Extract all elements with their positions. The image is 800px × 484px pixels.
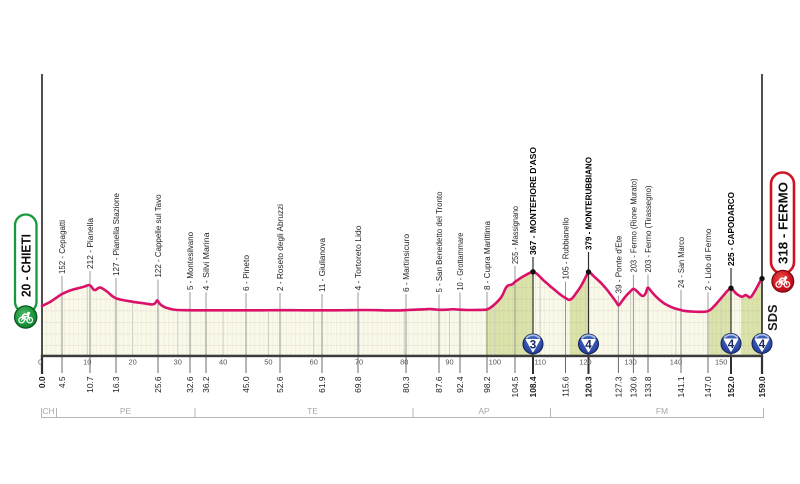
svg-text:52.6: 52.6 [275,376,285,393]
svg-text:4 - Tortoreto Lido: 4 - Tortoreto Lido [353,225,363,290]
svg-text:24 - San Marco: 24 - San Marco [676,237,686,288]
svg-text:50: 50 [264,358,272,367]
svg-text:120: 120 [579,358,591,367]
svg-text:CH: CH [42,406,54,416]
svg-text:152.0: 152.0 [726,376,736,397]
svg-text:203 - Fermo (Rione Murato): 203 - Fermo (Rione Murato) [628,178,638,272]
svg-text:25.6: 25.6 [153,376,163,393]
svg-text:SDS: SDS [765,304,780,331]
svg-text:0: 0 [38,358,42,367]
svg-text:AP: AP [478,406,490,416]
svg-text:379 - MONTERUBBIANO: 379 - MONTERUBBIANO [584,157,594,250]
svg-text:108.4: 108.4 [528,376,538,397]
svg-text:3: 3 [530,339,537,352]
svg-text:255 - Massignano: 255 - Massignano [510,206,520,264]
svg-text:130: 130 [624,358,636,367]
svg-text:PE: PE [120,406,132,416]
svg-text:5 - San Benedetto del Tronto: 5 - San Benedetto del Tronto [434,191,444,292]
svg-text:4: 4 [759,338,766,351]
svg-text:120.3: 120.3 [584,376,594,397]
svg-text:105 - Rubbianello: 105 - Rubbianello [561,217,571,279]
svg-text:FM: FM [656,406,668,416]
svg-text:5 - Montesilvano: 5 - Montesilvano [185,232,195,290]
svg-text:98.2: 98.2 [482,376,492,393]
svg-text:20 - CHIETI: 20 - CHIETI [18,234,33,297]
svg-text:60: 60 [310,358,318,367]
svg-text:6 - Martinsicuro: 6 - Martinsicuro [401,234,411,292]
svg-text:141.1: 141.1 [676,376,686,397]
svg-text:11 - Giulianova: 11 - Giulianova [317,238,327,292]
svg-text:32.6: 32.6 [185,376,195,393]
svg-text:80: 80 [400,358,408,367]
svg-text:225 - CAPODARCO: 225 - CAPODARCO [726,192,736,266]
svg-text:36.2: 36.2 [201,376,211,393]
svg-text:TE: TE [307,406,318,416]
svg-text:16.3: 16.3 [111,376,121,393]
svg-text:4 - Silvi Marina: 4 - Silvi Marina [201,232,211,290]
svg-text:212 - Pianella: 212 - Pianella [85,218,95,269]
svg-text:133.8: 133.8 [643,376,653,397]
svg-text:70: 70 [355,358,363,367]
svg-text:4.5: 4.5 [57,376,67,388]
svg-text:87.6: 87.6 [434,376,444,393]
svg-text:45.0: 45.0 [241,376,251,393]
svg-text:110: 110 [534,358,546,367]
svg-text:100: 100 [489,358,501,367]
svg-text:104.5: 104.5 [510,376,520,397]
svg-text:4: 4 [585,339,592,352]
svg-text:127.3: 127.3 [613,376,623,397]
svg-text:20: 20 [128,358,136,367]
svg-text:92.4: 92.4 [455,376,465,393]
svg-text:90: 90 [445,358,453,367]
svg-text:10: 10 [83,358,91,367]
svg-text:159.0: 159.0 [757,376,767,397]
svg-text:127 - Pianella Stazione: 127 - Pianella Stazione [111,193,121,276]
svg-text:367 - MONTEFIORE D'ASO: 367 - MONTEFIORE D'ASO [528,147,538,255]
svg-text:122 - Cappelle sul Tavo: 122 - Cappelle sul Tavo [153,194,163,277]
svg-text:130.6: 130.6 [628,376,638,397]
svg-text:69.8: 69.8 [353,376,363,393]
svg-text:203 - Fermo (Tirassegno): 203 - Fermo (Tirassegno) [643,185,653,272]
svg-text:4: 4 [728,338,735,351]
svg-text:2 - Lido di Fermo: 2 - Lido di Fermo [703,228,713,290]
svg-text:80.3: 80.3 [401,376,411,393]
svg-text:152 - Cepagatti: 152 - Cepagatti [57,220,67,274]
svg-text:140: 140 [670,358,682,367]
svg-text:150: 150 [715,358,727,367]
svg-text:0.0: 0.0 [37,376,47,388]
svg-text:115.6: 115.6 [561,376,571,397]
svg-text:2 - Roseto degli Abruzzi: 2 - Roseto degli Abruzzi [275,204,285,291]
svg-text:61.9: 61.9 [317,376,327,393]
svg-text:40: 40 [219,358,227,367]
svg-text:39 - Ponte d'Ete: 39 - Ponte d'Ete [613,235,623,293]
svg-text:10.7: 10.7 [85,376,95,393]
svg-text:10 - Grottammare: 10 - Grottammare [455,232,465,290]
svg-text:318 - FERMO: 318 - FERMO [775,182,790,264]
svg-text:8 - Cupra Marittima: 8 - Cupra Marittima [482,221,492,290]
svg-text:147.0: 147.0 [703,376,713,397]
svg-text:30: 30 [174,358,182,367]
svg-text:6 - Pineto: 6 - Pineto [241,255,251,291]
